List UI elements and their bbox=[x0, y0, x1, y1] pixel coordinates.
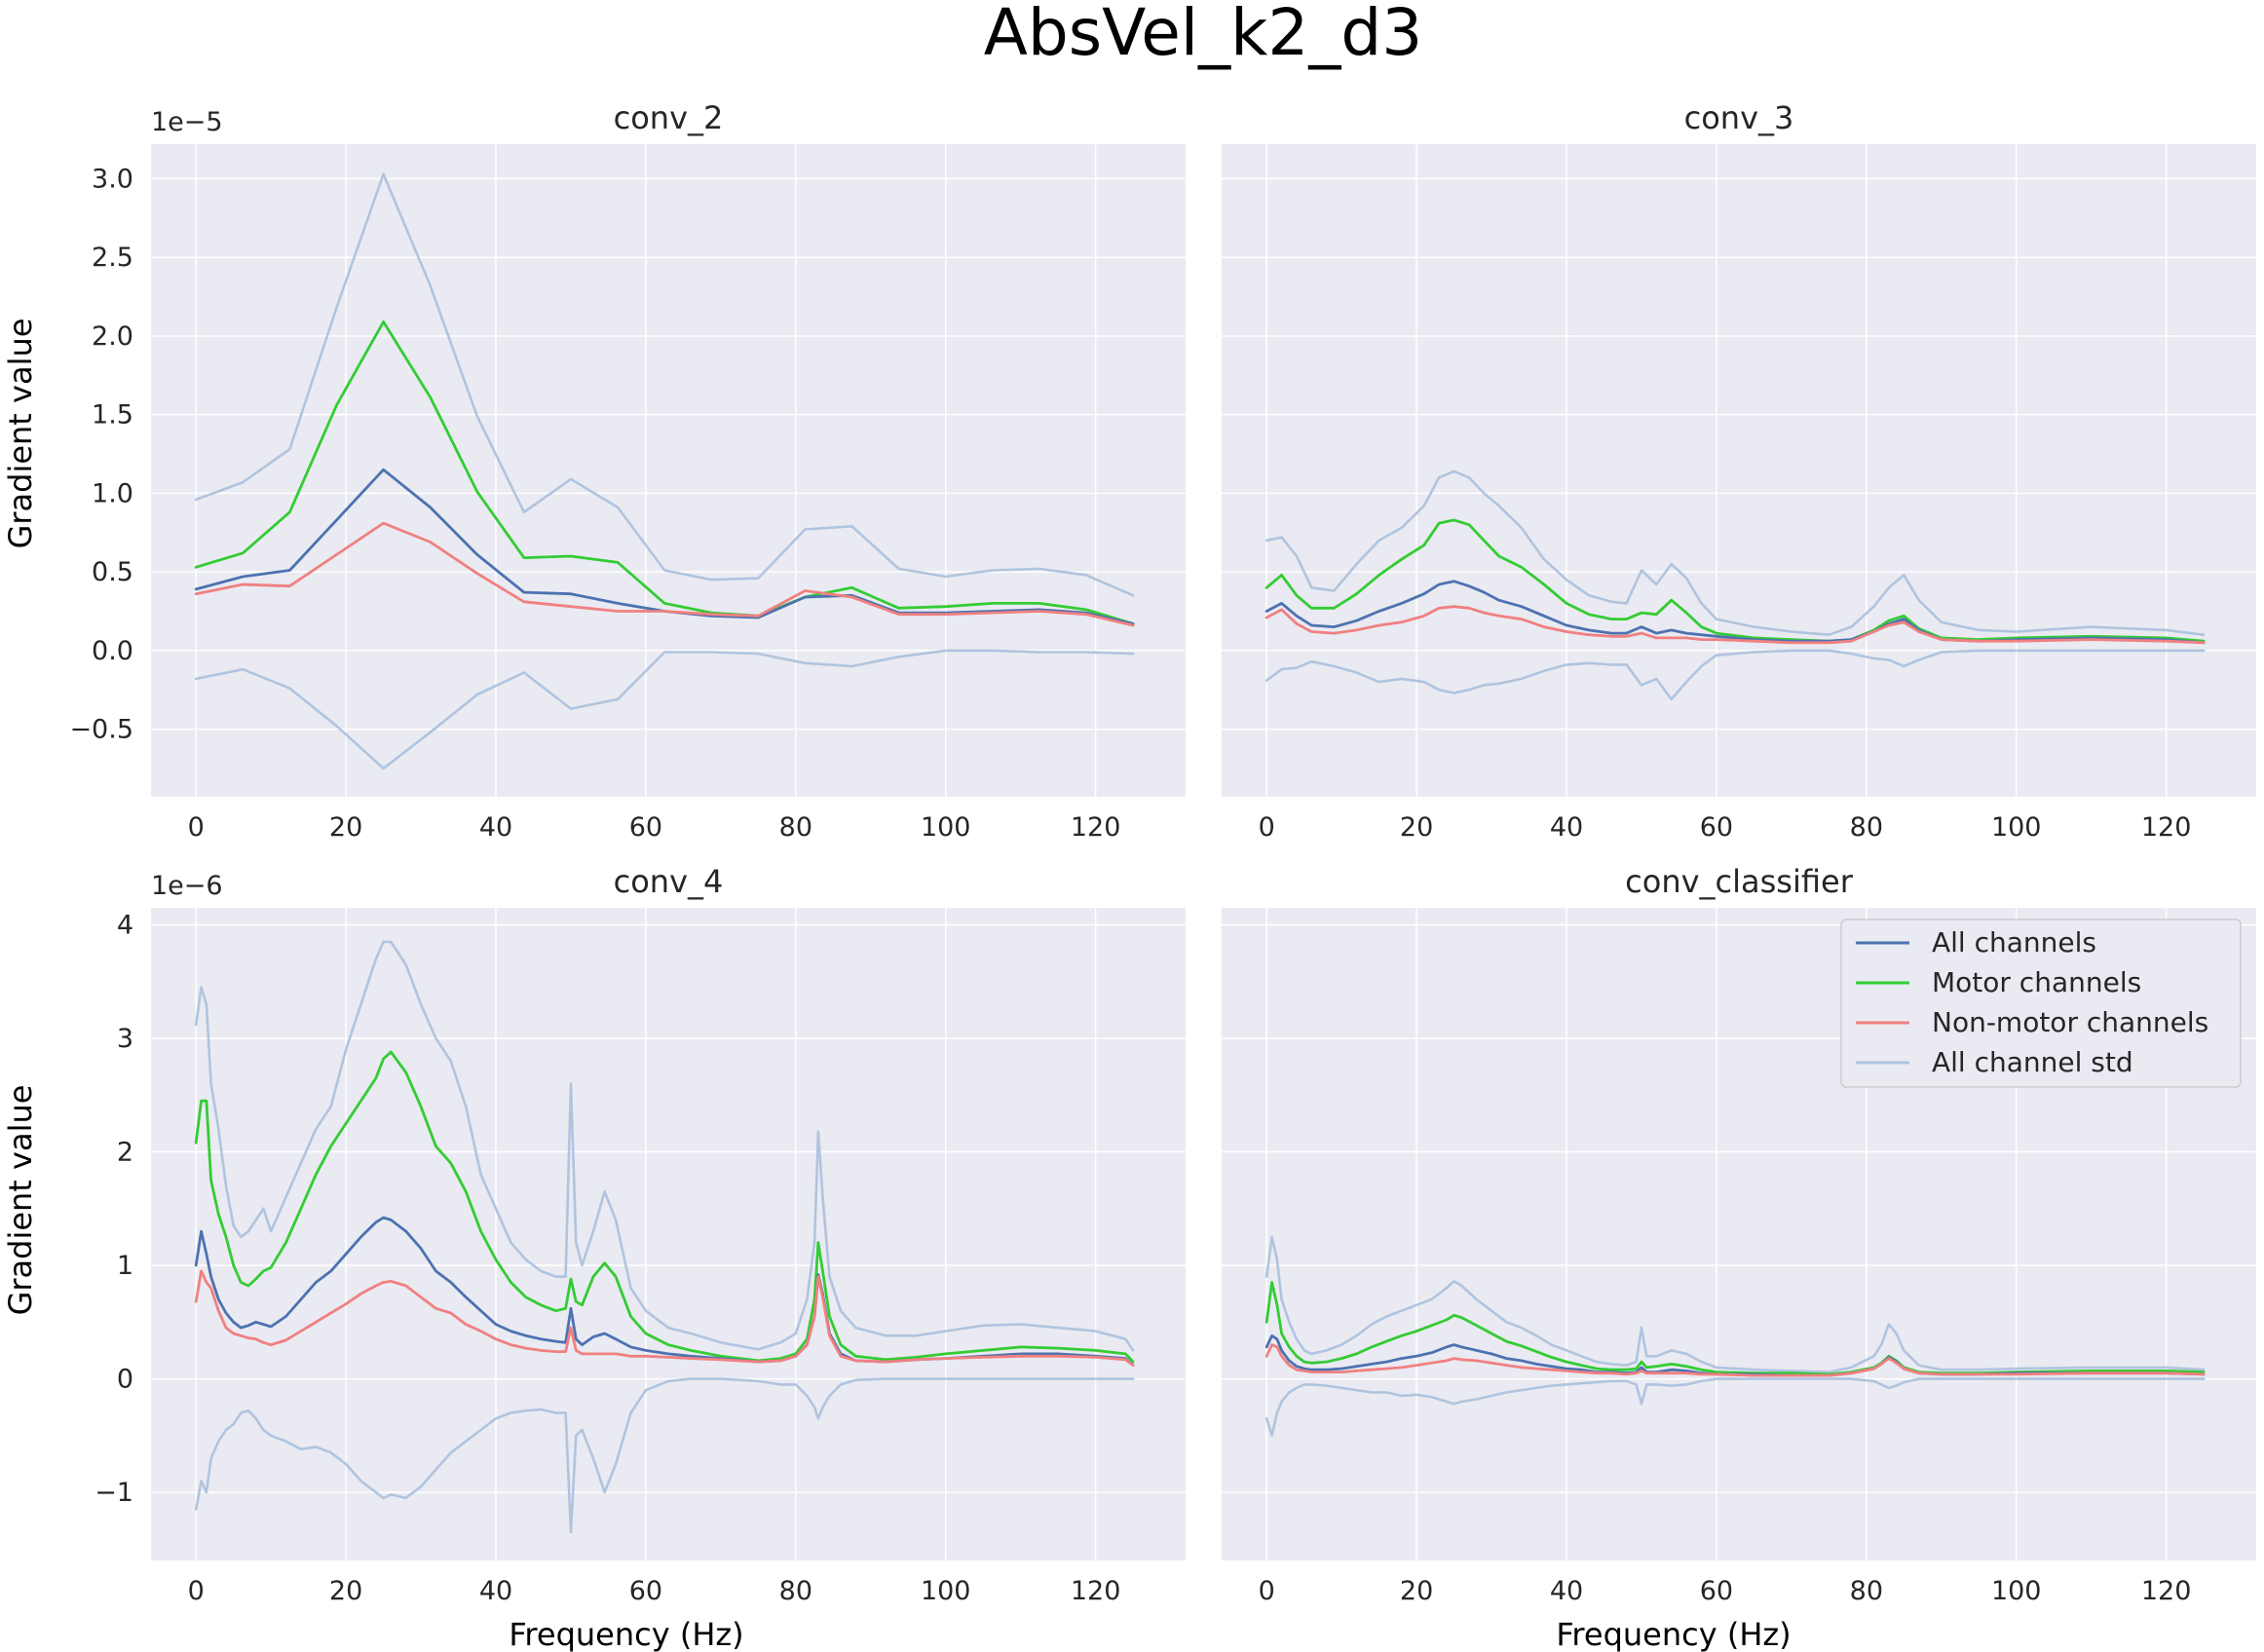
panel-title: conv_3 bbox=[1684, 99, 1794, 136]
x-tick-label: 40 bbox=[479, 1576, 512, 1606]
panels: 0 20 40 60 80 100 120−0.50.00.51.01.52.02.53.0… bbox=[69, 99, 2256, 1606]
x-tick-label: 40 bbox=[479, 812, 512, 843]
x-tick-label: 80 bbox=[779, 812, 812, 843]
x-tick-label: 120 bbox=[1071, 812, 1121, 843]
y-tick-label: 4 bbox=[117, 910, 133, 940]
legend-label-nonmotor: Non-motor channels bbox=[1932, 1006, 2208, 1038]
x-tick-label: 60 bbox=[629, 812, 662, 843]
y-tick-label: 1.0 bbox=[92, 478, 133, 508]
y-tick-label: −0.5 bbox=[69, 715, 133, 745]
x-tick-label: 100 bbox=[921, 1576, 971, 1606]
panel-title: conv_classifier bbox=[1625, 863, 1854, 900]
offset-text: 1e−5 bbox=[151, 107, 223, 137]
x-tick-label: 100 bbox=[1991, 1576, 2042, 1606]
series-line-motor bbox=[194, 1050, 1135, 1364]
ylabel-top: Gradient value bbox=[2, 319, 39, 549]
x-tick-label: 20 bbox=[1400, 1576, 1433, 1606]
series-line-nonmotor bbox=[194, 521, 1135, 627]
x-tick-label: 0 bbox=[1259, 1576, 1275, 1606]
xlabel-left: Frequency (Hz) bbox=[509, 1616, 743, 1652]
series-line-std_upper bbox=[194, 940, 1135, 1352]
series-line-std_upper bbox=[1264, 1235, 2206, 1373]
series-line-all bbox=[1264, 580, 2206, 645]
legend-label-std: All channel std bbox=[1932, 1046, 2133, 1078]
panel-conv-2: 0 20 40 60 80 100 120 −0.5 0.0 0.5 1.0 1.5 2.0 2.5 3.0… bbox=[69, 99, 1186, 843]
series-line-std_upper bbox=[194, 172, 1135, 597]
y-tick-label: 2 bbox=[117, 1138, 133, 1168]
y-tick-label: 0.0 bbox=[92, 636, 133, 666]
y-tick-label: 3.0 bbox=[92, 165, 133, 195]
series-line-std_lower bbox=[1264, 1377, 2206, 1438]
legend-label-all: All channels bbox=[1932, 926, 2096, 958]
x-tick-label: 120 bbox=[2141, 1576, 2192, 1606]
panel-conv-4: 0 20 40 60 80 100 120 −1 0 1 2 3 4 conv_4 1e−6 bbox=[94, 863, 1186, 1606]
legend-frame bbox=[1840, 919, 2242, 1088]
series-line-motor bbox=[1264, 518, 2206, 643]
x-tick-label: 20 bbox=[329, 1576, 362, 1606]
figure-title: AbsVel_k2_d3 bbox=[984, 0, 1423, 70]
y-tick-label: 0.5 bbox=[92, 557, 133, 587]
panel-conv-3: 0 20 40 60 80 100 120 conv_3 bbox=[1222, 99, 2256, 843]
x-tick-label: 100 bbox=[921, 812, 971, 843]
series-line-nonmotor bbox=[194, 1269, 1135, 1367]
plot-area bbox=[151, 908, 1186, 1560]
x-tick-label: 40 bbox=[1550, 812, 1583, 843]
legend-label-motor: Motor channels bbox=[1932, 966, 2141, 998]
x-tick-label: 120 bbox=[2141, 812, 2192, 843]
xlabel-right: Frequency (Hz) bbox=[1556, 1616, 1791, 1652]
x-tick-label: 100 bbox=[1991, 812, 2042, 843]
x-tick-label: 60 bbox=[629, 1576, 662, 1606]
series-line-std_lower bbox=[194, 1377, 1135, 1534]
x-tick-label: 40 bbox=[1550, 1576, 1583, 1606]
y-tick-label: 1 bbox=[117, 1251, 133, 1281]
x-tick-label: 60 bbox=[1700, 1576, 1733, 1606]
ylabel-bottom: Gradient value bbox=[2, 1085, 39, 1316]
panel-title: conv_2 bbox=[614, 99, 724, 136]
x-tick-label: 80 bbox=[1850, 1576, 1883, 1606]
y-tick-label: 3 bbox=[117, 1024, 133, 1054]
series-line-nonmotor bbox=[1264, 1343, 2206, 1377]
series-line-motor bbox=[194, 319, 1135, 625]
plot-area bbox=[151, 144, 1186, 797]
plot-area bbox=[1222, 144, 2256, 797]
offset-text: 1e−6 bbox=[151, 871, 223, 901]
x-tick-label: 0 bbox=[188, 1576, 205, 1606]
x-tick-label: 60 bbox=[1700, 812, 1733, 843]
y-tick-label: 2.0 bbox=[92, 321, 133, 352]
x-tick-label: 80 bbox=[1850, 812, 1883, 843]
series-line-std_lower bbox=[194, 649, 1135, 770]
y-tick-label: 2.5 bbox=[92, 243, 133, 273]
x-tick-label: 0 bbox=[1259, 812, 1275, 843]
panel-title: conv_4 bbox=[614, 863, 724, 900]
y-tick-label: 1.5 bbox=[92, 400, 133, 431]
x-tick-label: 120 bbox=[1071, 1576, 1121, 1606]
series-line-std_lower bbox=[1264, 649, 2206, 701]
legend: All channels Motor channels Non-motor ch… bbox=[1840, 919, 2242, 1088]
x-tick-label: 20 bbox=[1400, 812, 1433, 843]
y-tick-label: −1 bbox=[94, 1478, 133, 1508]
series-line-nonmotor bbox=[1264, 605, 2206, 645]
series-line-std_upper bbox=[1264, 469, 2206, 637]
x-tick-label: 80 bbox=[779, 1576, 812, 1606]
y-tick-label: 0 bbox=[117, 1365, 133, 1395]
x-tick-label: 20 bbox=[329, 812, 362, 843]
x-tick-label: 0 bbox=[188, 812, 205, 843]
